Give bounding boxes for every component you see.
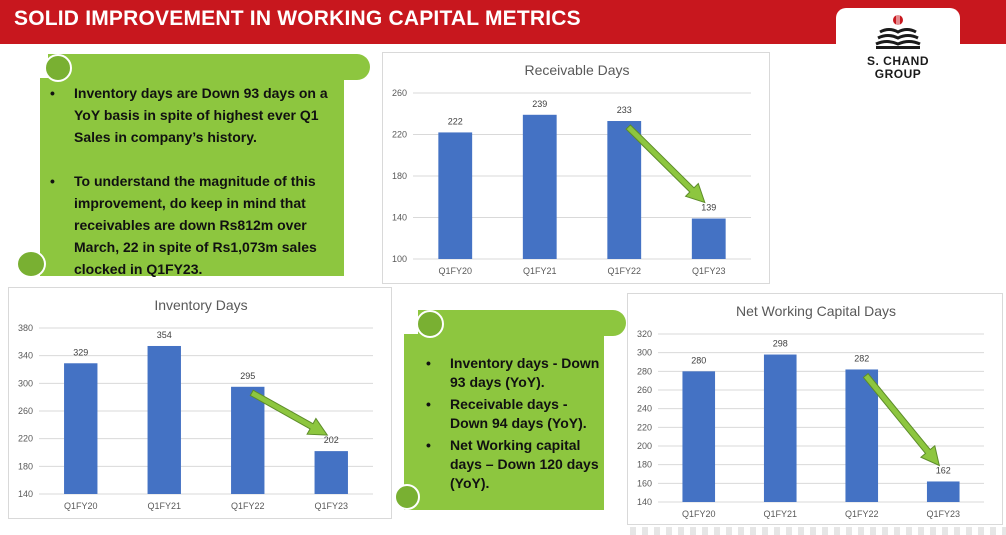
callout-bottom-bullet: Receivable days - Down 94 days (YoY). bbox=[426, 395, 600, 433]
callout-bottom: Inventory days - Down 93 days (YoY). Rec… bbox=[404, 334, 604, 510]
callout-top-bullet: Inventory days are Down 93 days on a YoY… bbox=[50, 82, 336, 148]
data-label: 282 bbox=[854, 353, 869, 363]
inventory-days-svg: Inventory Days 140 180 220 260 300 340 380 329 Q1… bbox=[18, 297, 373, 511]
logo-text-line1: S. CHAND bbox=[866, 54, 929, 68]
inventory-days-chart: Inventory Days 140 180 220 260 300 340 380 329 Q1… bbox=[8, 287, 392, 519]
callout-top-bullet: To understand the magnitude of this impr… bbox=[50, 170, 336, 280]
bar-Q1FY22 bbox=[607, 121, 642, 259]
data-label: 329 bbox=[73, 347, 88, 357]
y-tick-label: 260 bbox=[637, 385, 652, 395]
receivable-days-chart: Receivable Days 100 140 180 220 260 222 Q1FY20 2… bbox=[382, 52, 770, 284]
y-tick-label: 160 bbox=[637, 478, 652, 488]
bar-Q1FY20 bbox=[438, 132, 473, 259]
bar-Q1FY20 bbox=[682, 371, 716, 502]
scroll-curl-icon bbox=[416, 310, 444, 338]
bar-Q1FY21 bbox=[763, 354, 797, 502]
company-logo: S. CHAND GROUP bbox=[836, 8, 960, 84]
scroll-curl-icon bbox=[44, 54, 72, 82]
x-tick-label: Q1FY22 bbox=[845, 509, 879, 519]
callout-bottom-bullet: Inventory days - Down 93 days (YoY). bbox=[426, 354, 600, 392]
y-tick-label: 180 bbox=[18, 461, 33, 471]
chart-title: Net Working Capital Days bbox=[736, 303, 896, 319]
x-tick-label: Q1FY21 bbox=[763, 509, 797, 519]
scroll-top-roll bbox=[48, 54, 370, 80]
bar-Q1FY23 bbox=[926, 481, 960, 502]
x-tick-label: Q1FY22 bbox=[607, 266, 641, 276]
x-tick-label: Q1FY20 bbox=[64, 501, 98, 511]
y-tick-label: 300 bbox=[18, 378, 33, 388]
x-tick-label: Q1FY20 bbox=[438, 266, 472, 276]
decorative-pattern bbox=[630, 527, 1006, 535]
x-tick-label: Q1FY22 bbox=[231, 501, 265, 511]
y-tick-label: 140 bbox=[637, 497, 652, 507]
x-tick-label: Q1FY21 bbox=[147, 501, 181, 511]
y-tick-label: 140 bbox=[392, 213, 407, 223]
book-logo-icon bbox=[875, 14, 921, 49]
x-tick-label: Q1FY23 bbox=[314, 501, 348, 511]
data-label: 280 bbox=[691, 355, 706, 365]
page-title: SOLID IMPROVEMENT IN WORKING CAPITAL MET… bbox=[14, 7, 581, 30]
y-tick-label: 340 bbox=[18, 351, 33, 361]
y-tick-label: 300 bbox=[637, 348, 652, 358]
callout-bottom-bullet: Net Working capital days – Down 120 days… bbox=[426, 436, 600, 493]
receivable-days-svg: Receivable Days 100 140 180 220 260 222 Q1FY20 2… bbox=[392, 62, 751, 276]
data-label: 202 bbox=[324, 435, 339, 445]
scroll-top-roll bbox=[418, 310, 626, 336]
y-tick-label: 220 bbox=[18, 434, 33, 444]
trend-arrow-down-icon bbox=[625, 124, 706, 204]
scroll-curl-icon bbox=[16, 250, 46, 278]
y-tick-label: 220 bbox=[637, 422, 652, 432]
chart-title: Receivable Days bbox=[524, 62, 629, 78]
y-tick-label: 100 bbox=[392, 254, 407, 264]
x-tick-label: Q1FY21 bbox=[523, 266, 557, 276]
y-tick-label: 220 bbox=[392, 130, 407, 140]
y-tick-label: 320 bbox=[637, 329, 652, 339]
chart-title: Inventory Days bbox=[154, 297, 247, 313]
callout-top-list: Inventory days are Down 93 days on a YoY… bbox=[50, 82, 336, 302]
callout-top: Inventory days are Down 93 days on a YoY… bbox=[40, 78, 344, 277]
bar-Q1FY21 bbox=[147, 345, 181, 494]
callout-bottom-list: Inventory days - Down 93 days (YoY). Rec… bbox=[426, 354, 600, 496]
y-tick-label: 280 bbox=[637, 366, 652, 376]
y-tick-label: 140 bbox=[18, 489, 33, 499]
y-tick-label: 260 bbox=[18, 406, 33, 416]
y-tick-label: 260 bbox=[392, 88, 407, 98]
data-label: 295 bbox=[240, 371, 255, 381]
data-label: 139 bbox=[701, 203, 716, 213]
y-tick-label: 180 bbox=[637, 460, 652, 470]
logo-text-line2: GROUP bbox=[874, 67, 922, 81]
y-tick-label: 180 bbox=[392, 171, 407, 181]
x-tick-label: Q1FY23 bbox=[926, 509, 960, 519]
x-tick-label: Q1FY23 bbox=[692, 266, 726, 276]
net-working-capital-days-chart: Net Working Capital Days 140 160 180 200 220 2… bbox=[627, 293, 1003, 525]
data-label: 239 bbox=[532, 99, 547, 109]
bar-Q1FY22 bbox=[231, 386, 265, 494]
trend-arrow-down-icon bbox=[249, 389, 329, 436]
x-tick-label: Q1FY20 bbox=[682, 509, 716, 519]
y-tick-label: 200 bbox=[637, 441, 652, 451]
bar-Q1FY22 bbox=[845, 369, 879, 502]
nwc-days-svg: Net Working Capital Days 140 160 180 200 220 2… bbox=[637, 303, 984, 519]
data-label: 354 bbox=[157, 330, 172, 340]
data-label: 222 bbox=[448, 116, 463, 126]
scroll-curl-icon bbox=[394, 484, 420, 510]
bar-Q1FY21 bbox=[522, 114, 557, 259]
bar-Q1FY20 bbox=[64, 363, 98, 494]
bar-Q1FY23 bbox=[314, 451, 348, 494]
data-label: 298 bbox=[773, 339, 788, 349]
bar-Q1FY23 bbox=[691, 218, 726, 259]
y-tick-label: 380 bbox=[18, 323, 33, 333]
y-tick-label: 240 bbox=[637, 404, 652, 414]
data-label: 162 bbox=[936, 465, 951, 475]
trend-arrow-down-icon bbox=[862, 372, 941, 467]
data-label: 233 bbox=[617, 105, 632, 115]
